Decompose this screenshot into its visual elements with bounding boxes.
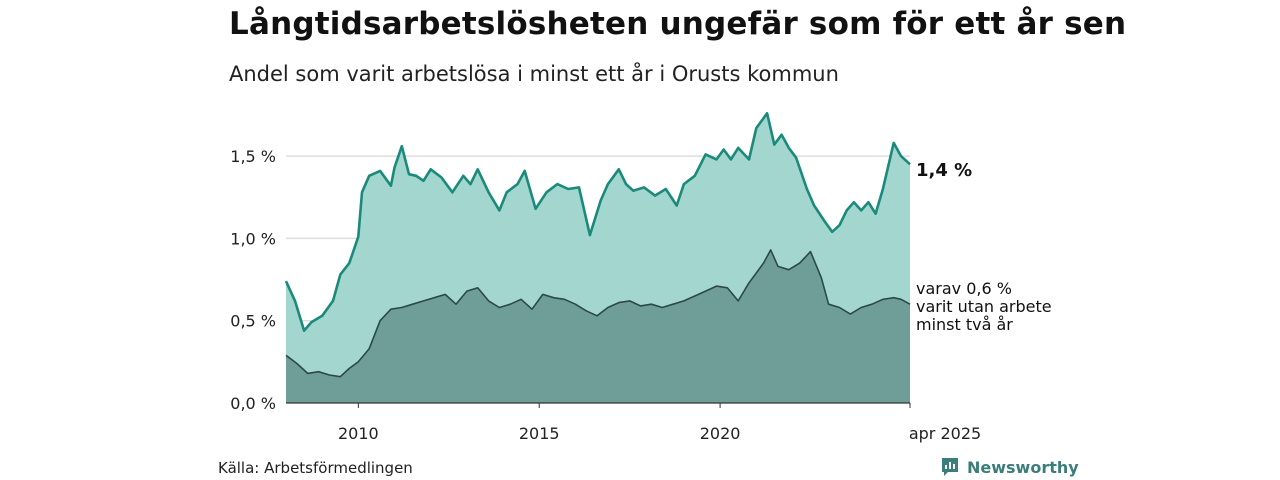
- area-layer: [284, 112, 911, 404]
- sub-series-label: varav 0,6 % varit utan arbete minst två …: [916, 280, 1052, 334]
- y-tick-label: 1,5 %: [230, 147, 276, 166]
- main-series-label: 1,4 %: [916, 160, 973, 181]
- brand-name: Newsworthy: [967, 457, 1079, 477]
- x-tick-label: 2015: [519, 424, 560, 443]
- series-main-line: [284, 112, 911, 332]
- x-tick-label: 2010: [338, 424, 379, 443]
- series-sub-line: [285, 249, 911, 378]
- sub-series-label-line2: varit utan arbete: [916, 297, 1052, 316]
- brand-logo[interactable]: Newsworthy: [940, 456, 1079, 478]
- sub-series-label-line1: varav 0,6 %: [916, 279, 1012, 298]
- series-sub-area: [286, 249, 910, 403]
- axis-layer: 0,0 % 0,5 % 1,0 % 1,5 % 2010 2015 2020 apr 2025: [230, 147, 981, 443]
- y-tick-label: 0,0 %: [230, 394, 276, 413]
- x-tick-label: 2020: [700, 424, 741, 443]
- chart-subtitle: Andel som varit arbetslösa i minst ett å…: [229, 62, 839, 86]
- y-tick-label: 1,0 %: [230, 229, 276, 248]
- x-tick-label: apr 2025: [909, 424, 981, 443]
- newsworthy-logo-icon: [942, 458, 958, 476]
- sub-series-label-line3: minst två år: [916, 315, 1013, 334]
- chart-title: Långtidsarbetslösheten ungefär som för e…: [229, 6, 1127, 42]
- source-note: Källa: Arbetsförmedlingen: [218, 459, 413, 477]
- y-tick-label: 0,5 %: [230, 312, 276, 331]
